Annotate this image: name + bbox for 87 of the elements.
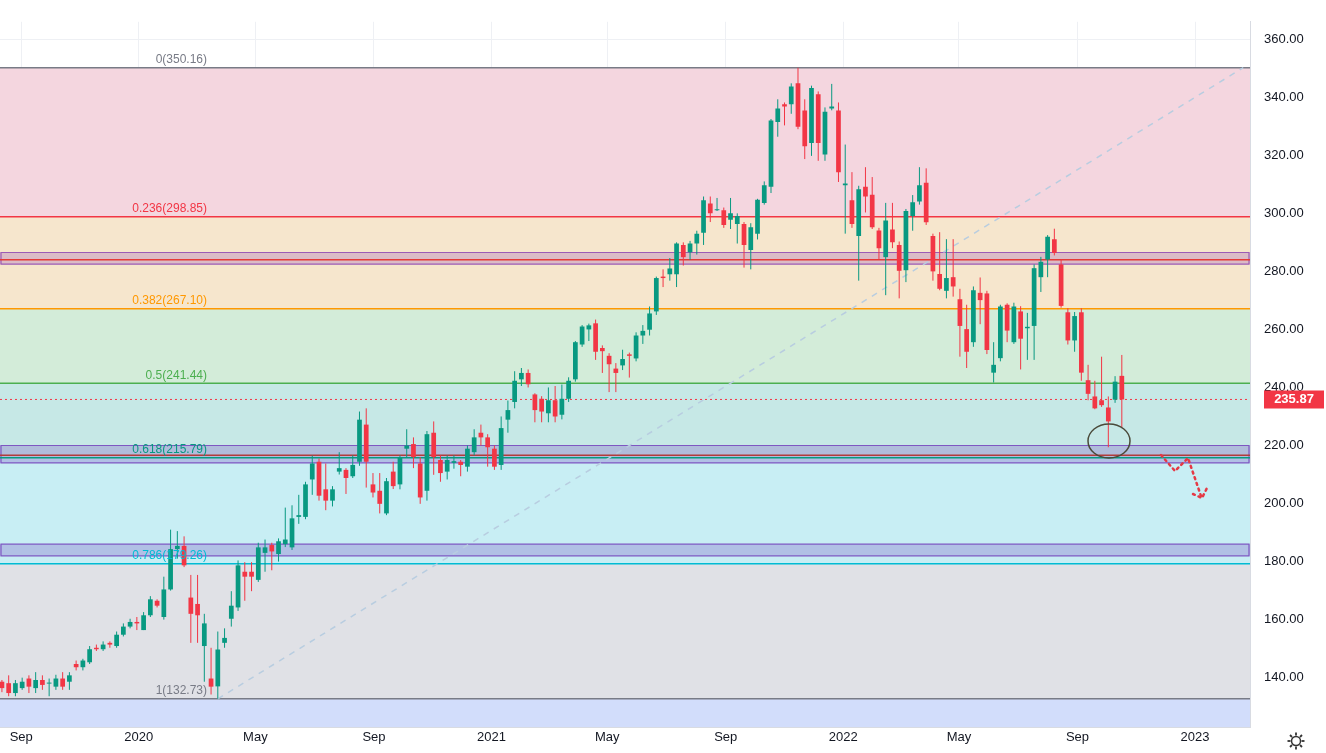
x-tick-label: 2021	[477, 729, 506, 745]
candlestick	[599, 344, 605, 374]
candlestick	[485, 433, 491, 468]
candlestick	[761, 180, 767, 206]
y-tick-label: 320.00	[1264, 146, 1304, 162]
y-tick-label: 180.00	[1264, 553, 1304, 569]
candlestick	[782, 101, 787, 126]
x-tick-label: Sep	[714, 729, 738, 745]
candlestick	[640, 324, 646, 345]
x-tick-label: May	[946, 729, 972, 745]
candlestick	[788, 82, 794, 115]
ref-line-label: 0.5(241.44)	[145, 367, 207, 382]
candlestick	[842, 144, 848, 235]
candlestick	[937, 231, 943, 291]
candlestick	[282, 507, 288, 548]
candlestick	[438, 454, 443, 483]
candlestick	[249, 561, 254, 592]
x-tick-label: May	[594, 729, 620, 745]
candlestick	[262, 539, 268, 573]
candlestick	[863, 166, 868, 213]
candlestick	[586, 323, 592, 342]
y-tick-label: 260.00	[1264, 321, 1304, 336]
y-tick-label: 200.00	[1264, 495, 1304, 511]
candlestick	[195, 574, 200, 644]
candlestick	[748, 222, 754, 270]
y-tick-label: 340.00	[1264, 88, 1304, 104]
candlestick	[228, 590, 234, 628]
candlestick	[242, 561, 248, 602]
y-tick-label: 280.00	[1264, 262, 1304, 278]
x-tick-label: Sep	[362, 729, 386, 745]
candlestick	[370, 472, 376, 498]
x-tick-label: 2022	[828, 729, 858, 745]
x-tick-label: Sep	[1065, 729, 1090, 745]
candlestick	[1045, 234, 1050, 278]
y-tick-label: 360.00	[1264, 30, 1304, 46]
ref-line-label: 0.382(267.10)	[132, 293, 207, 308]
candlestick	[188, 574, 194, 644]
candlestick	[964, 304, 970, 369]
candlestick	[829, 83, 835, 111]
ref-line-label: 0.236(298.85)	[132, 200, 207, 215]
y-tick-label: 160.00	[1264, 611, 1304, 627]
ref-line-label: 0.618(215.79)	[132, 442, 207, 457]
candlestick	[512, 370, 518, 409]
candlestick	[647, 305, 652, 337]
candlestick	[613, 362, 619, 393]
y-tick-label: 140.00	[1264, 669, 1304, 685]
candlestick	[667, 257, 673, 282]
ref-line-label: 1(132.73)	[155, 683, 207, 698]
candlestick	[910, 194, 916, 232]
candlestick	[269, 542, 275, 571]
x-tick-label: May	[243, 729, 269, 745]
candlestick	[323, 462, 329, 511]
candlestick	[728, 197, 733, 230]
candlestick	[147, 595, 153, 618]
y-tick-label: 220.00	[1264, 437, 1304, 453]
candlestick	[33, 671, 39, 694]
candlestick	[276, 537, 281, 563]
ref-line-label: 0(350.16)	[155, 52, 207, 67]
y-tick-label: 300.00	[1264, 204, 1304, 220]
candlestick	[950, 238, 956, 298]
candlestick	[6, 674, 12, 697]
candlestick	[977, 276, 983, 325]
candlestick	[492, 445, 497, 471]
candlestick	[296, 494, 302, 525]
candlestick	[566, 376, 571, 403]
candlestick	[107, 640, 113, 649]
candlestick	[775, 98, 781, 138]
candlestick	[330, 485, 335, 507]
candlestick	[917, 166, 922, 206]
candlestick	[546, 386, 551, 423]
candlestick	[411, 436, 416, 469]
x-tick-label: 2020	[124, 729, 154, 745]
x-tick-label: 2023	[1180, 729, 1210, 745]
x-tick-label: Sep	[9, 729, 33, 745]
candlestick	[201, 613, 207, 683]
candlestick	[1051, 228, 1057, 256]
candlestick	[991, 341, 996, 384]
candlestick	[222, 627, 227, 649]
candlestick	[390, 461, 396, 490]
candlestick	[694, 230, 700, 256]
candlestick	[377, 472, 383, 514]
candlestick	[680, 241, 686, 267]
candlestick	[734, 212, 740, 245]
candlestick	[944, 238, 949, 299]
candlestick	[626, 352, 632, 379]
candlestick	[471, 428, 477, 456]
candlestick	[620, 349, 625, 371]
